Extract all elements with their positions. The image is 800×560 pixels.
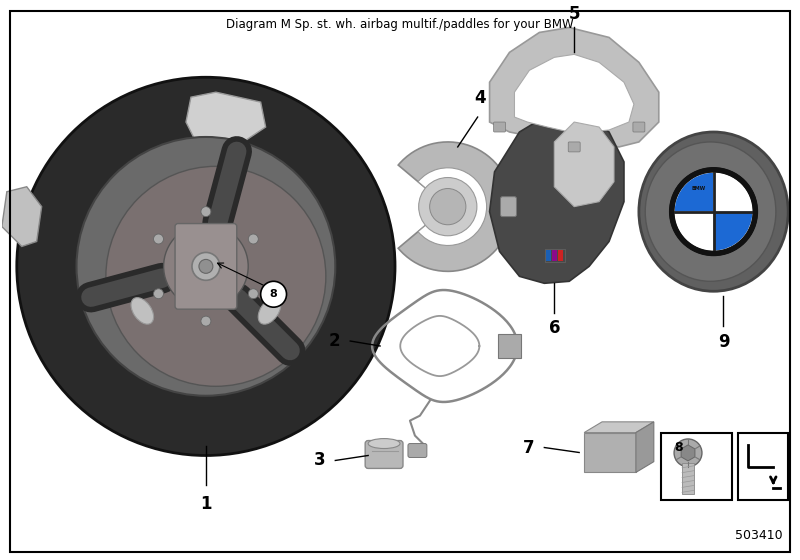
Polygon shape [681,445,695,461]
FancyBboxPatch shape [494,122,506,132]
Wedge shape [674,212,714,250]
Ellipse shape [164,224,248,309]
FancyBboxPatch shape [175,223,237,309]
Wedge shape [714,173,752,212]
Wedge shape [674,173,714,212]
Circle shape [672,170,755,254]
Text: 9: 9 [718,333,730,351]
Text: 1: 1 [200,495,212,514]
FancyBboxPatch shape [682,463,694,494]
Text: 6: 6 [549,319,560,337]
Text: 7: 7 [522,438,534,456]
Polygon shape [186,92,266,147]
FancyBboxPatch shape [408,444,427,458]
Polygon shape [490,27,658,147]
FancyBboxPatch shape [568,142,580,152]
Circle shape [261,281,286,307]
Text: 8: 8 [270,289,278,299]
Circle shape [201,207,211,217]
Polygon shape [490,112,624,283]
Wedge shape [714,212,752,250]
FancyBboxPatch shape [661,432,733,500]
Circle shape [418,178,477,236]
Circle shape [674,439,702,467]
FancyBboxPatch shape [365,441,403,468]
Ellipse shape [646,142,776,281]
Ellipse shape [639,132,788,291]
Text: 503410: 503410 [734,529,782,542]
Circle shape [430,189,466,225]
Ellipse shape [106,166,326,386]
Text: Diagram M Sp. st. wh. airbag multif./paddles for your BMW: Diagram M Sp. st. wh. airbag multif./pad… [226,17,574,31]
Text: 3: 3 [314,451,326,469]
FancyBboxPatch shape [633,122,645,132]
Text: BMW: BMW [692,186,706,191]
Polygon shape [554,122,614,207]
FancyBboxPatch shape [501,197,517,217]
Circle shape [248,234,258,244]
Ellipse shape [131,297,154,324]
Ellipse shape [17,77,395,455]
FancyBboxPatch shape [498,334,522,358]
Circle shape [199,259,213,273]
Circle shape [154,234,163,244]
Text: 8: 8 [674,441,683,454]
Circle shape [248,289,258,298]
Polygon shape [584,432,636,473]
Polygon shape [584,422,654,432]
FancyBboxPatch shape [738,432,788,500]
Wedge shape [398,142,513,272]
Polygon shape [636,422,654,473]
Ellipse shape [368,438,400,449]
Ellipse shape [258,297,281,324]
Circle shape [201,316,211,326]
Ellipse shape [77,137,335,396]
Text: 2: 2 [329,332,340,350]
Text: 5: 5 [569,4,580,22]
Circle shape [154,289,163,298]
Circle shape [192,253,220,281]
Polygon shape [2,186,42,246]
FancyBboxPatch shape [546,250,551,262]
FancyBboxPatch shape [552,250,558,262]
Text: 4: 4 [474,89,486,107]
FancyBboxPatch shape [558,250,563,262]
Polygon shape [514,54,634,132]
Wedge shape [418,168,486,245]
